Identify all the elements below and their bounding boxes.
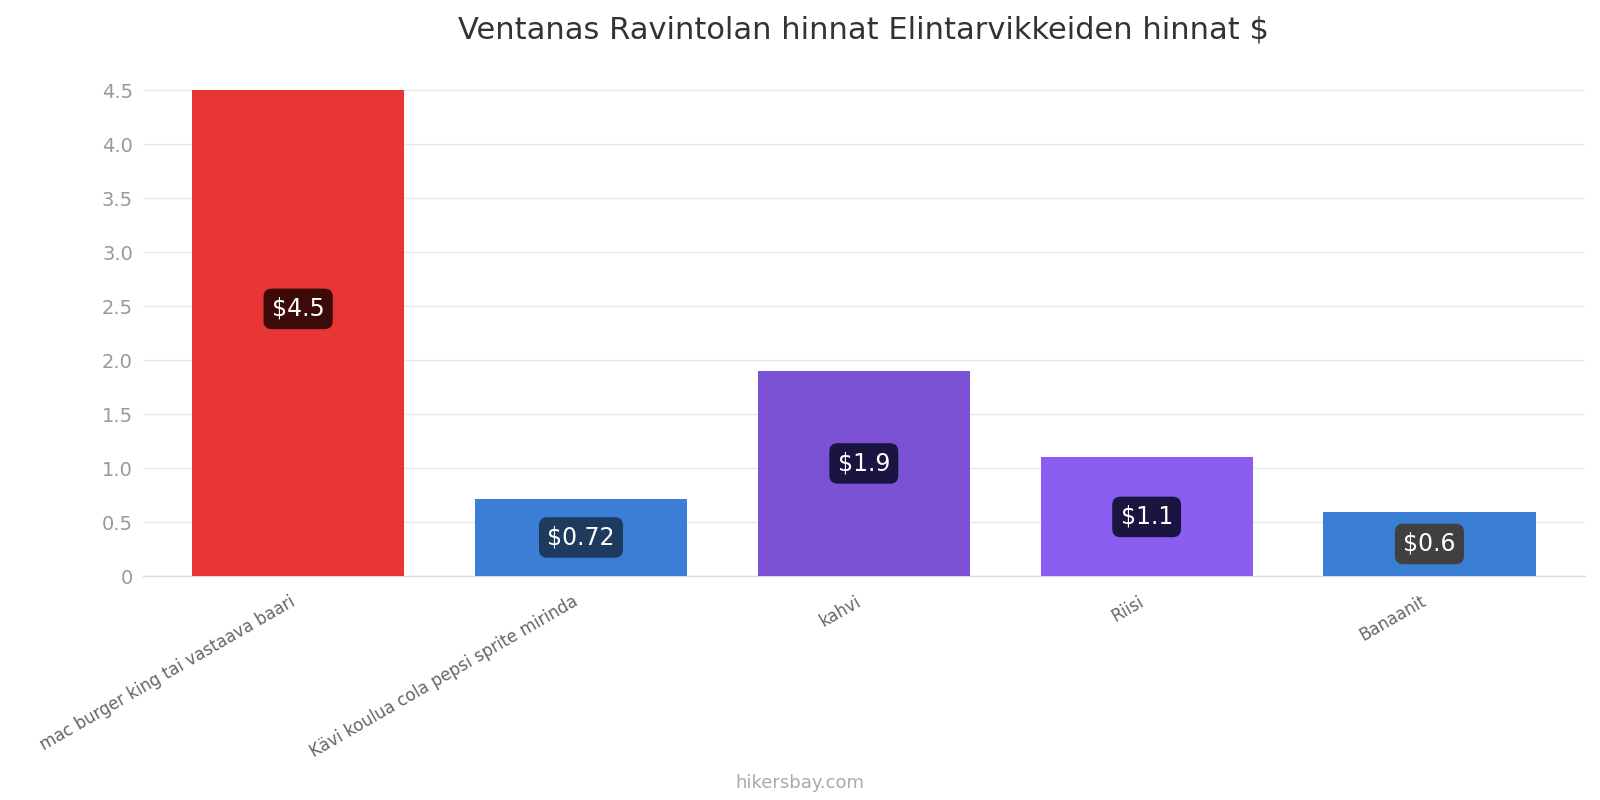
Text: $0.6: $0.6 [1403,532,1456,556]
Text: $1.9: $1.9 [838,451,890,475]
Bar [192,90,405,576]
Text: $4.5: $4.5 [272,297,325,321]
Bar [1323,511,1536,576]
Bar [475,498,686,576]
Text: $0.72: $0.72 [547,526,614,550]
Bar [758,371,970,576]
Text: hikersbay.com: hikersbay.com [736,774,864,792]
Text: $1.1: $1.1 [1120,505,1173,529]
Title: Ventanas Ravintolan hinnat Elintarvikkeiden hinnat $: Ventanas Ravintolan hinnat Elintarvikkei… [458,15,1269,44]
Bar [1040,458,1253,576]
